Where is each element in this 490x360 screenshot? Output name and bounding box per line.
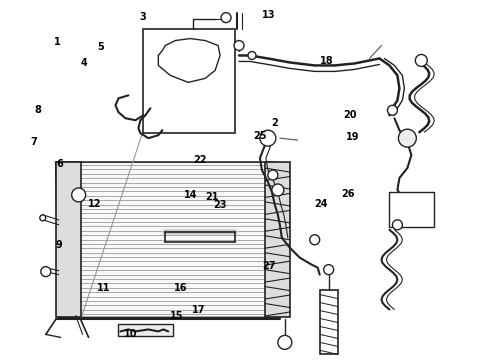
Text: 12: 12 xyxy=(88,199,101,210)
Bar xyxy=(119,324,173,336)
Text: 27: 27 xyxy=(263,261,276,271)
Text: 18: 18 xyxy=(320,56,334,66)
Text: 4: 4 xyxy=(80,58,87,68)
Circle shape xyxy=(221,13,231,23)
Text: 7: 7 xyxy=(31,138,38,147)
Circle shape xyxy=(234,41,244,50)
Text: 13: 13 xyxy=(262,10,275,20)
Circle shape xyxy=(272,184,284,196)
Text: 2: 2 xyxy=(271,118,278,128)
Bar xyxy=(144,28,235,133)
Bar xyxy=(319,289,338,354)
Circle shape xyxy=(41,267,51,276)
Text: 24: 24 xyxy=(315,199,328,210)
Text: 16: 16 xyxy=(174,283,187,293)
Text: 10: 10 xyxy=(123,329,137,339)
Circle shape xyxy=(388,105,397,115)
Circle shape xyxy=(248,51,256,59)
Text: 21: 21 xyxy=(205,192,219,202)
Circle shape xyxy=(40,215,46,221)
Text: 6: 6 xyxy=(56,159,63,169)
Circle shape xyxy=(260,130,276,146)
Polygon shape xyxy=(56,162,280,318)
Circle shape xyxy=(392,220,402,230)
Circle shape xyxy=(268,170,278,180)
Circle shape xyxy=(416,54,427,67)
Text: 25: 25 xyxy=(253,131,267,141)
Text: 1: 1 xyxy=(54,37,60,47)
Text: 22: 22 xyxy=(194,155,207,165)
Polygon shape xyxy=(56,162,81,318)
Bar xyxy=(390,192,434,227)
Text: 20: 20 xyxy=(343,110,357,120)
Text: 26: 26 xyxy=(342,189,355,199)
Text: 5: 5 xyxy=(98,42,104,52)
Text: 9: 9 xyxy=(55,239,62,249)
Circle shape xyxy=(398,129,416,147)
Text: 3: 3 xyxy=(139,12,146,22)
Text: 14: 14 xyxy=(184,190,197,200)
Text: 15: 15 xyxy=(170,311,183,321)
Text: 17: 17 xyxy=(193,305,206,315)
Circle shape xyxy=(72,188,86,202)
Circle shape xyxy=(278,336,292,349)
Text: 11: 11 xyxy=(97,283,110,293)
Text: 8: 8 xyxy=(34,105,41,115)
Circle shape xyxy=(310,235,319,245)
Text: 19: 19 xyxy=(345,132,359,142)
Polygon shape xyxy=(265,162,290,318)
Text: 23: 23 xyxy=(213,200,226,210)
Circle shape xyxy=(324,265,334,275)
